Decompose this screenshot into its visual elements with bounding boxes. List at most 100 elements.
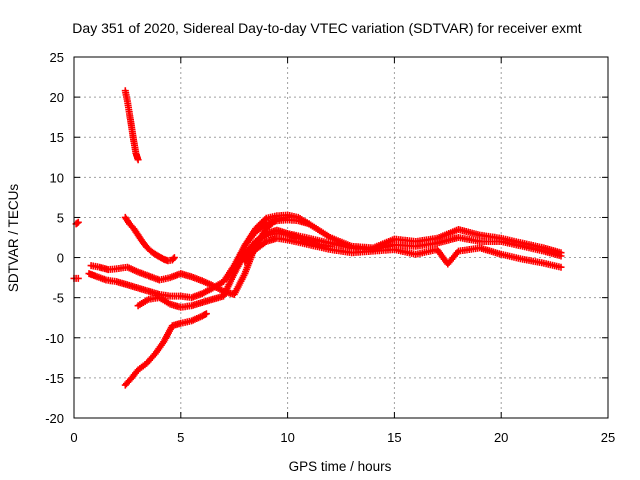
x-tick-label: 0 — [70, 430, 77, 445]
x-tick-label: 10 — [280, 430, 294, 445]
data-point — [173, 256, 176, 259]
y-tick-label: 20 — [50, 90, 64, 105]
series-arc-steep — [121, 87, 142, 164]
data-point — [222, 294, 225, 298]
data-point — [153, 253, 157, 256]
data-point — [233, 268, 236, 271]
data-point — [265, 222, 268, 226]
data-point — [145, 245, 148, 249]
data-point — [104, 278, 108, 282]
data-point — [275, 229, 279, 232]
data-point — [457, 249, 460, 253]
y-tick-label: 10 — [50, 170, 64, 185]
data-point — [166, 259, 170, 262]
data-point — [286, 238, 289, 242]
data-point — [168, 276, 172, 279]
data-point — [179, 322, 182, 325]
y-tick-label: -15 — [45, 371, 64, 386]
data-point — [307, 222, 311, 226]
data-point — [158, 278, 161, 282]
data-point — [124, 383, 127, 387]
data-point — [168, 302, 172, 306]
x-tick-label: 20 — [494, 430, 508, 445]
data-point — [94, 274, 97, 278]
y-tick-label: -20 — [45, 411, 64, 426]
chart-title: Day 351 of 2020, Sidereal Day-to-day VTE… — [72, 20, 581, 36]
data-point — [124, 216, 127, 219]
data-point — [130, 126, 133, 129]
data-point — [414, 253, 417, 256]
data-point — [179, 272, 182, 275]
data-point — [158, 255, 161, 258]
data-point — [542, 249, 546, 253]
data-point — [521, 257, 524, 261]
data-point — [211, 284, 215, 287]
data-point — [179, 294, 182, 298]
data-point — [211, 298, 215, 301]
data-point — [136, 233, 140, 237]
data-point — [243, 272, 247, 275]
data-point — [435, 248, 439, 251]
data-point — [136, 368, 140, 372]
data-point — [265, 217, 268, 220]
data-point — [205, 312, 208, 315]
data-point — [559, 265, 563, 269]
data-point — [297, 216, 300, 219]
data-point — [145, 362, 148, 365]
y-tick-label: 15 — [50, 130, 64, 145]
data-point — [393, 248, 396, 251]
data-point — [132, 140, 136, 143]
data-point — [559, 254, 563, 258]
data-point — [126, 99, 129, 103]
data-point — [190, 319, 193, 323]
data-point — [329, 236, 332, 239]
y-axis-label: SDTVAR / TECUs — [6, 184, 21, 293]
data-point — [254, 227, 257, 230]
data-point — [265, 227, 268, 230]
data-point — [200, 292, 204, 295]
data-point — [153, 352, 157, 356]
data-point — [162, 340, 165, 343]
data-point — [393, 243, 396, 246]
data-point — [265, 240, 268, 243]
y-tick-label: -5 — [52, 291, 64, 306]
x-axis-label: GPS time / hours — [289, 459, 392, 474]
data-point — [307, 237, 311, 240]
data-point — [115, 280, 118, 283]
data-point — [329, 241, 332, 245]
data-point — [286, 213, 289, 217]
data-point — [478, 246, 482, 250]
data-point — [74, 222, 78, 226]
data-point — [222, 280, 225, 283]
data-point — [77, 277, 80, 280]
data-point — [171, 324, 174, 327]
data-point — [147, 274, 150, 278]
data-point — [254, 248, 257, 251]
data-point — [179, 306, 182, 309]
data-point — [286, 232, 289, 235]
data-point — [435, 241, 439, 245]
tick-layer: 0 5 10 15 20 25 -20 -15 -10 -5 0 5 10 15 20 25 — [45, 50, 615, 445]
data-point — [200, 314, 204, 318]
data-point — [307, 243, 311, 246]
data-point — [136, 286, 140, 290]
data-point — [128, 222, 131, 226]
data-point — [171, 258, 174, 262]
data-point — [457, 236, 460, 239]
data-point — [350, 251, 353, 254]
y-tick-label: 0 — [57, 251, 64, 266]
data-point — [275, 214, 279, 218]
plot-frame — [73, 56, 609, 419]
series-arc-early-2 — [72, 218, 82, 228]
data-point — [134, 152, 138, 155]
series-arc-descending — [121, 213, 178, 265]
data-point — [542, 261, 546, 265]
data-point — [147, 290, 150, 293]
data-point — [446, 262, 449, 266]
data-point — [115, 267, 118, 270]
data-point — [265, 232, 268, 235]
data-point — [329, 248, 332, 251]
data-point — [87, 272, 91, 275]
data-point — [132, 227, 136, 230]
data-point — [149, 249, 153, 253]
